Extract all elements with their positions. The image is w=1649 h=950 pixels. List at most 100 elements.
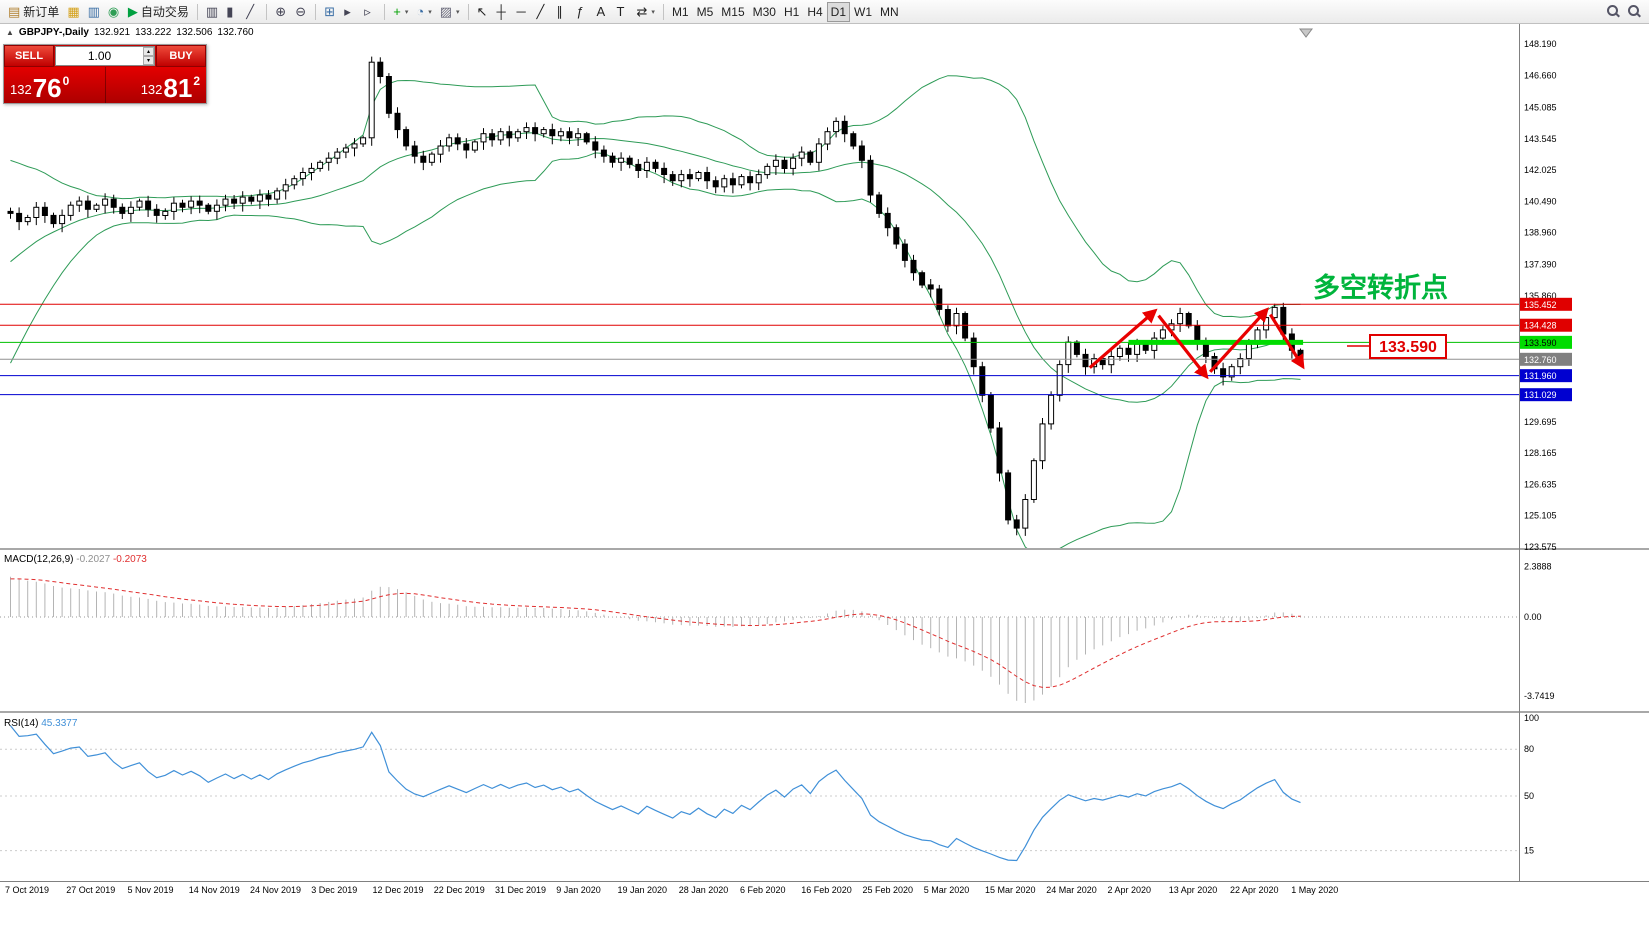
equidistant-channel-button-icon: ∥ xyxy=(556,4,564,19)
indicators-button[interactable]: + ▾ xyxy=(389,2,412,22)
time-axis[interactable]: 7 Oct 2019 27 Oct 2019 5 Nov 2019 14 Nov 20… xyxy=(5,885,1338,895)
price-tick: 142.025 xyxy=(1524,165,1557,175)
price-annotation-label: 133.590 xyxy=(1379,339,1437,356)
periods-button-dropdown-icon[interactable]: ▾ xyxy=(428,8,432,16)
sell-button[interactable]: SELL xyxy=(4,45,54,67)
price-tick: 123.575 xyxy=(1524,542,1557,552)
new-order-button[interactable]: ▤ 新订单 xyxy=(4,2,63,22)
symbol-search-icon[interactable] xyxy=(1624,2,1645,22)
cursor-button-icon: ↖ xyxy=(476,4,488,19)
trend-arrow-4[interactable] xyxy=(1269,313,1305,370)
volume-input[interactable] xyxy=(56,47,143,65)
market-watch-button[interactable]: ▥ xyxy=(84,2,104,22)
macd-axis-label: 2.3888 xyxy=(1524,561,1552,571)
autotrading-button[interactable]: ▶ 自动交易 xyxy=(124,2,193,22)
zoom-out-button[interactable]: ⊖ xyxy=(291,2,311,22)
chart-shift-button[interactable]: ▹ xyxy=(360,2,380,22)
volume-box: ▴ ▾ xyxy=(55,46,155,66)
toolbox-button[interactable]: ▦ xyxy=(63,2,83,22)
price-tick: 128.165 xyxy=(1524,448,1557,458)
search-icon[interactable] xyxy=(1603,2,1624,22)
price-tick: 129.695 xyxy=(1524,417,1557,427)
arrows-button-icon: ⇄ xyxy=(636,4,648,19)
time-tick: 14 Nov 2019 xyxy=(189,885,240,895)
trend-arrow-2[interactable] xyxy=(1157,314,1209,380)
timeframe-h4[interactable]: H4 xyxy=(803,2,826,22)
timeframe-m30[interactable]: M30 xyxy=(749,2,780,22)
trend-arrow-1[interactable] xyxy=(1088,308,1158,369)
fibonacci-button[interactable]: ƒ xyxy=(573,2,593,22)
time-tick: 9 Jan 2020 xyxy=(556,885,601,895)
time-tick: 13 Apr 2020 xyxy=(1169,885,1218,895)
buy-button[interactable]: BUY xyxy=(156,45,206,67)
chart-svg[interactable]: 多空转折点 133.590 148.190 146.660 145.085 143.545… xyxy=(0,24,1649,945)
timeframe-h1[interactable]: H1 xyxy=(780,2,803,22)
text-label-button[interactable]: T xyxy=(613,2,633,22)
svg-text:131.029: 131.029 xyxy=(1524,390,1557,400)
new-order-button-icon: ▤ xyxy=(8,4,21,19)
time-tick: 24 Nov 2019 xyxy=(250,885,301,895)
time-tick: 3 Dec 2019 xyxy=(311,885,357,895)
volume-up-button[interactable]: ▴ xyxy=(142,47,154,56)
timeframe-mn[interactable]: MN xyxy=(876,2,903,22)
trend-arrow-3[interactable] xyxy=(1209,307,1270,373)
pane-separator-rsi[interactable] xyxy=(0,711,1649,713)
new-order-button-label: 新订单 xyxy=(23,5,60,19)
sell-price[interactable]: 132 76 0 xyxy=(4,67,105,103)
toolbar-groups: ▤ 新订单 ▦ ▥ ◉ ▶ 自动交易 ▥ ▮ ╱ ⊕ ⊖ ⊞ ▸ ▹ + ▾ ◔ ▾ ▨ ▾ ↖ ┼ ─ ╱ ∥ ƒ A T ⇄ ▾ M1 M5… xyxy=(4,1,903,22)
price-pane[interactable]: 多空转折点 133.590 xyxy=(0,56,1519,556)
buy-price[interactable]: 132 81 2 xyxy=(104,67,207,103)
line-chart-button[interactable]: ╱ xyxy=(242,2,262,22)
arrows-button[interactable]: ⇄ ▾ xyxy=(633,2,659,22)
rsi-pane[interactable] xyxy=(0,725,1519,862)
symbol-info-bar: ▲ GBPJPY-,Daily 132.921 133.222 132.506 … xyxy=(6,27,254,38)
chart-area[interactable]: 多空转折点 133.590 148.190 146.660 145.085 143.545… xyxy=(0,24,1649,945)
rsi-axis-label: 50 xyxy=(1524,791,1534,801)
timeframe-m1[interactable]: M1 xyxy=(668,2,693,22)
bar-chart-button[interactable]: ▥ xyxy=(202,2,222,22)
indicators-button-dropdown-icon[interactable]: ▾ xyxy=(404,8,409,16)
templates-button[interactable]: ▨ ▾ xyxy=(436,2,464,22)
pane-separator-macd[interactable] xyxy=(0,548,1649,550)
navigator-button[interactable]: ◉ xyxy=(104,2,124,22)
ohlc-open: 132.921 xyxy=(93,27,131,38)
tile-windows-button[interactable]: ⊞ xyxy=(320,2,340,22)
ohlc-close: 132.760 xyxy=(217,27,254,38)
arrows-button-dropdown-icon[interactable]: ▾ xyxy=(651,8,655,16)
macd-histogram xyxy=(10,576,1301,703)
periods-button[interactable]: ◔ ▾ xyxy=(412,2,435,22)
macd-axis-label: 0.00 xyxy=(1524,612,1542,622)
macd-pane[interactable] xyxy=(0,576,1519,703)
sell-price-sup: 0 xyxy=(62,74,70,88)
price-tag-131.960: 131.960 xyxy=(1520,369,1572,383)
price-axis[interactable]: 148.190 146.660 145.085 143.545 142.025 140.4… xyxy=(1520,39,1572,552)
one-click-trading-panel: SELL ▴ ▾ BUY 132 76 0 132 81 2 xyxy=(3,44,207,104)
time-tick: 24 Mar 2020 xyxy=(1046,885,1097,895)
templates-button-dropdown-icon[interactable]: ▾ xyxy=(456,8,460,16)
auto-scroll-button[interactable]: ▸ xyxy=(340,2,360,22)
collapse-arrow-icon[interactable]: ▲ xyxy=(6,28,14,37)
volume-down-button[interactable]: ▾ xyxy=(142,56,154,65)
svg-text:134.428: 134.428 xyxy=(1524,321,1557,331)
autotrading-button-label: 自动交易 xyxy=(140,5,189,19)
candlestick-chart-button[interactable]: ▮ xyxy=(222,2,242,22)
cursor-button[interactable]: ↖ xyxy=(473,2,493,22)
timeframe-d1[interactable]: D1 xyxy=(826,1,850,22)
svg-text:135.452: 135.452 xyxy=(1524,300,1557,310)
indicators-button-icon: + xyxy=(393,4,401,19)
buy-price-sup: 2 xyxy=(193,74,200,88)
timeframe-w1[interactable]: W1 xyxy=(850,2,876,22)
timeframe-m5[interactable]: M5 xyxy=(693,2,718,22)
price-tag-135.452: 135.452 xyxy=(1520,297,1572,311)
equidistant-channel-button[interactable]: ∥ xyxy=(553,2,573,22)
chart-shift-marker[interactable] xyxy=(1299,28,1313,38)
crosshair-button[interactable]: ┼ xyxy=(493,2,513,22)
horizontal-line-button[interactable]: ─ xyxy=(513,2,533,22)
zoom-in-button[interactable]: ⊕ xyxy=(271,2,291,22)
trendline-button[interactable]: ╱ xyxy=(533,2,553,22)
text-label-button-icon: T xyxy=(616,4,625,19)
zoom-out-button-icon: ⊖ xyxy=(295,4,307,19)
buy-price-small: 132 xyxy=(140,82,163,97)
text-button[interactable]: A xyxy=(593,2,613,22)
timeframe-m15[interactable]: M15 xyxy=(717,2,748,22)
